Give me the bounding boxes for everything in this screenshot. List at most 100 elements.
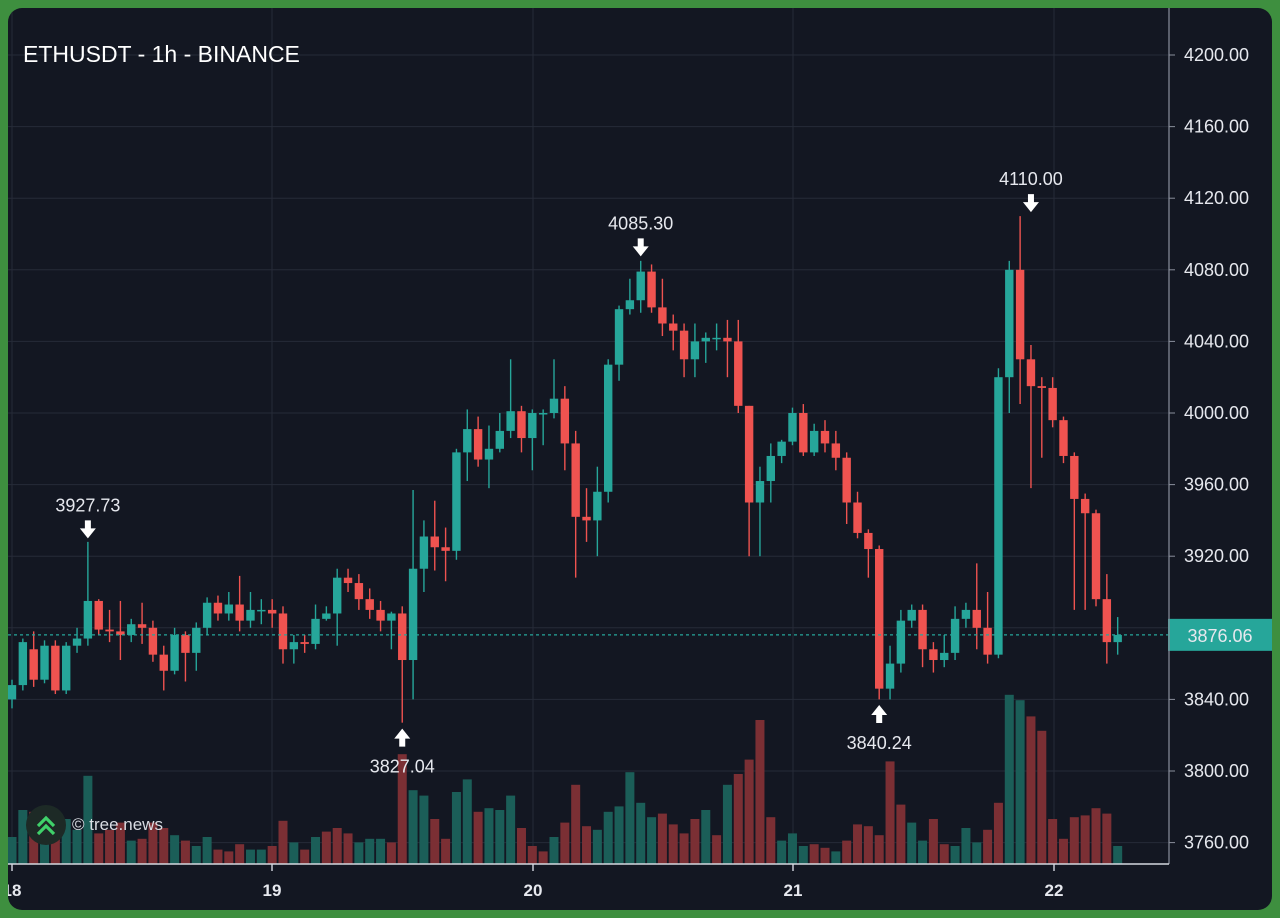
candle: [127, 618, 136, 643]
candle-body: [940, 652, 949, 661]
candle-body: [311, 618, 320, 644]
candle-body: [1015, 269, 1025, 360]
volume-bar: [755, 720, 765, 864]
candle-body: [192, 627, 201, 653]
candle-body: [755, 481, 765, 503]
candle: [734, 319, 743, 413]
candle-body: [116, 631, 125, 635]
candle: [159, 645, 168, 691]
candle-body: [322, 613, 331, 619]
candle-body: [734, 341, 743, 406]
candle: [495, 413, 504, 453]
candle: [918, 604, 927, 668]
candle-body: [744, 405, 754, 503]
candle-body: [1026, 359, 1036, 387]
price-annotation: 4110.00: [999, 169, 1063, 213]
candle: [62, 642, 71, 695]
annotation-label: 3840.24: [847, 733, 912, 753]
candle: [1026, 344, 1036, 489]
volume-bar: [1004, 694, 1014, 864]
price-annotations: 3927.73 3827.04 4085.30 3840.24 4110.00: [55, 169, 1062, 776]
volume-bar: [787, 833, 797, 864]
volume-bar: [462, 779, 472, 864]
candle-body: [950, 618, 960, 653]
candle: [538, 409, 548, 446]
candle: [387, 611, 396, 650]
last-price-badge: [1168, 618, 1272, 651]
candle-body: [18, 642, 28, 686]
candle-body: [831, 443, 841, 458]
volume-bar: [777, 840, 787, 864]
volume-bar: [939, 844, 949, 864]
candle: [1102, 574, 1112, 664]
candle-body: [51, 645, 60, 691]
candle-body: [875, 549, 884, 689]
candle: [1080, 493, 1090, 610]
volume-bar: [885, 761, 895, 864]
candle-body: [72, 638, 82, 646]
candle-body: [701, 337, 710, 342]
y-tick-label: 4080.00: [1184, 260, 1249, 280]
candle-body: [137, 624, 147, 628]
volume-bar: [766, 817, 776, 864]
candle-body: [896, 620, 906, 664]
candle-body: [983, 627, 992, 655]
candle: [473, 416, 483, 467]
volume-bar: [874, 835, 884, 864]
volume-bar: [1113, 846, 1123, 864]
candle: [647, 264, 656, 313]
volume-bar: [94, 833, 104, 864]
candle-body: [549, 398, 559, 413]
last-price-label: 3876.06: [1187, 626, 1252, 646]
candle-body: [614, 309, 624, 365]
candle-body: [658, 307, 667, 324]
candle: [105, 609, 114, 643]
volume-bar: [202, 837, 212, 864]
volume-bar: [1102, 813, 1112, 864]
volume-bar: [950, 846, 960, 864]
candle-body: [972, 609, 981, 628]
volume-bar: [451, 792, 461, 864]
y-tick-label: 3960.00: [1184, 475, 1249, 495]
volume-bar: [473, 811, 483, 864]
annotation-label: 3927.73: [55, 495, 120, 515]
candle-body: [1102, 599, 1112, 643]
volume-bar: [430, 819, 440, 864]
candle: [625, 278, 635, 315]
candle-body: [419, 536, 429, 569]
candle: [257, 599, 266, 625]
candle: [1048, 377, 1057, 428]
volume-bar: [83, 775, 93, 864]
volume-bar: [256, 849, 266, 864]
volume-bar: [484, 808, 494, 864]
candle-body: [62, 645, 71, 691]
candle-body: [961, 609, 971, 619]
candle-body: [213, 602, 223, 614]
volume-bar: [311, 837, 321, 864]
candle: [398, 606, 407, 723]
candle: [300, 634, 309, 653]
candle: [777, 439, 786, 464]
candle: [1037, 377, 1046, 458]
candle-body: [224, 604, 233, 614]
candle: [593, 466, 602, 557]
chart-panel: 3927.73 3827.04 4085.30 3840.24 4110.00 4200…: [8, 8, 1272, 910]
volume-bar: [668, 824, 678, 864]
candle-body: [127, 624, 136, 635]
candle-body: [29, 649, 38, 680]
volume-bar: [972, 842, 982, 864]
candle: [8, 679, 17, 709]
volume-bar: [928, 819, 938, 864]
candle-body: [484, 448, 494, 460]
volume-bar: [907, 822, 917, 864]
candle: [679, 323, 689, 378]
candle-body: [202, 602, 212, 628]
candle-body: [669, 323, 678, 331]
candle-body: [712, 337, 721, 340]
candle-body: [1113, 634, 1122, 643]
candle-body: [473, 429, 483, 460]
candle-body: [528, 413, 537, 439]
candle: [289, 634, 299, 664]
candle-body: [593, 491, 602, 521]
volume-bar: [365, 838, 375, 864]
